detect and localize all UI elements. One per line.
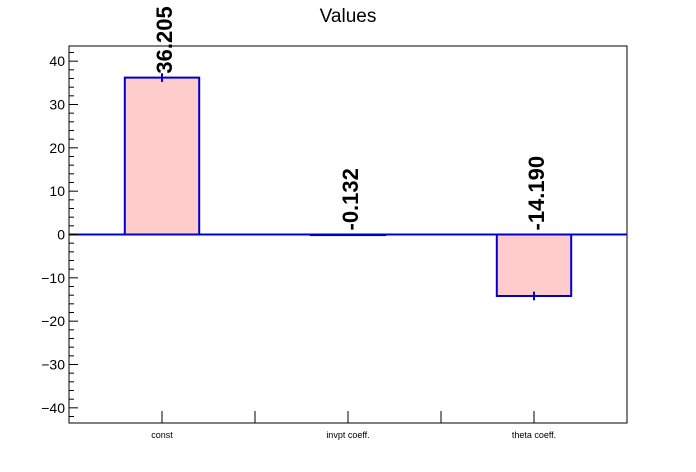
bars-group: [69, 73, 627, 301]
y-tick-label: 10: [49, 183, 65, 199]
y-tick-label: −40: [41, 400, 65, 416]
y-tick-label: 40: [49, 53, 65, 69]
x-category-label: const: [151, 430, 173, 440]
x-axis: const invpt coeff. theta coeff.: [68, 411, 628, 440]
value-label: 36.205: [152, 6, 177, 73]
value-labels-group: 36.205 -0.132 -14.190: [152, 6, 549, 230]
y-tick-label: 20: [49, 140, 65, 156]
bar: [123, 76, 201, 236]
y-tick-label: −30: [41, 357, 65, 373]
value-label: -14.190: [524, 156, 549, 231]
y-tick-label: 0: [57, 227, 65, 243]
y-axis: −40 −30 −20 −10 0 10 20 30 40: [41, 52, 78, 417]
y-tick-label: 30: [49, 97, 65, 113]
y-tick-label: −10: [41, 270, 65, 286]
bar: [495, 233, 573, 297]
x-category-label: theta coeff.: [512, 430, 556, 440]
x-category-label: invpt coeff.: [326, 430, 369, 440]
y-tick-label: −20: [41, 313, 65, 329]
chart-title: Values: [319, 6, 377, 27]
value-label: -0.132: [338, 168, 363, 230]
